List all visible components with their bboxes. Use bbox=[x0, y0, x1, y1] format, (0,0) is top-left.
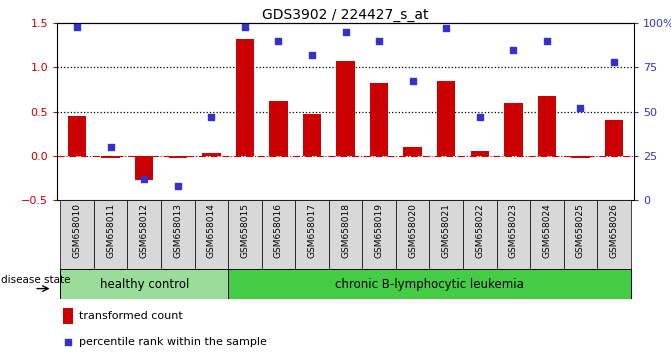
Text: transformed count: transformed count bbox=[79, 311, 183, 321]
Text: GSM658022: GSM658022 bbox=[475, 204, 484, 258]
Text: GSM658015: GSM658015 bbox=[240, 204, 250, 258]
Point bbox=[575, 105, 586, 111]
Bar bbox=[269, 101, 288, 156]
Point bbox=[105, 144, 116, 150]
Text: GSM658023: GSM658023 bbox=[509, 204, 518, 258]
Point bbox=[340, 29, 351, 35]
Text: GSM658010: GSM658010 bbox=[72, 204, 82, 258]
Point bbox=[72, 24, 83, 29]
Point bbox=[273, 38, 284, 44]
Point bbox=[374, 38, 384, 44]
FancyBboxPatch shape bbox=[597, 200, 631, 269]
Text: GSM658018: GSM658018 bbox=[341, 204, 350, 258]
Point bbox=[441, 25, 452, 31]
Text: chronic B-lymphocytic leukemia: chronic B-lymphocytic leukemia bbox=[335, 278, 524, 291]
Bar bbox=[135, 156, 154, 180]
Text: GSM658011: GSM658011 bbox=[106, 204, 115, 258]
FancyBboxPatch shape bbox=[60, 200, 94, 269]
Point bbox=[139, 176, 150, 182]
Text: GSM658026: GSM658026 bbox=[609, 204, 619, 258]
FancyBboxPatch shape bbox=[429, 200, 463, 269]
Text: GSM658025: GSM658025 bbox=[576, 204, 585, 258]
FancyBboxPatch shape bbox=[530, 200, 564, 269]
FancyBboxPatch shape bbox=[195, 200, 228, 269]
Title: GDS3902 / 224427_s_at: GDS3902 / 224427_s_at bbox=[262, 8, 429, 22]
Point bbox=[474, 114, 485, 120]
Point bbox=[541, 38, 552, 44]
Bar bbox=[236, 39, 254, 156]
Point bbox=[407, 79, 418, 84]
Text: GSM658013: GSM658013 bbox=[173, 204, 183, 258]
FancyBboxPatch shape bbox=[362, 200, 396, 269]
Text: GSM658024: GSM658024 bbox=[542, 204, 552, 258]
Point bbox=[62, 339, 73, 345]
Bar bbox=[336, 61, 355, 156]
Point bbox=[172, 183, 183, 189]
Bar bbox=[63, 308, 73, 324]
Point bbox=[508, 47, 519, 52]
Bar bbox=[470, 152, 489, 156]
Point bbox=[609, 59, 619, 65]
FancyBboxPatch shape bbox=[60, 269, 228, 299]
Point bbox=[240, 24, 250, 29]
Bar bbox=[101, 156, 120, 158]
Point bbox=[307, 52, 317, 58]
FancyBboxPatch shape bbox=[161, 200, 195, 269]
Bar bbox=[303, 114, 321, 156]
Bar bbox=[504, 103, 523, 156]
Text: GSM658016: GSM658016 bbox=[274, 204, 283, 258]
FancyBboxPatch shape bbox=[228, 200, 262, 269]
Bar bbox=[537, 96, 556, 156]
FancyBboxPatch shape bbox=[497, 200, 530, 269]
Text: healthy control: healthy control bbox=[99, 278, 189, 291]
Bar bbox=[605, 120, 623, 156]
FancyBboxPatch shape bbox=[228, 269, 631, 299]
Text: GSM658014: GSM658014 bbox=[207, 204, 216, 258]
Bar bbox=[403, 147, 422, 156]
FancyBboxPatch shape bbox=[94, 200, 127, 269]
Bar bbox=[370, 83, 389, 156]
Text: GSM658021: GSM658021 bbox=[442, 204, 451, 258]
FancyBboxPatch shape bbox=[329, 200, 362, 269]
Text: GSM658012: GSM658012 bbox=[140, 204, 149, 258]
Point bbox=[206, 114, 217, 120]
Bar bbox=[168, 156, 187, 158]
Bar bbox=[571, 156, 590, 158]
Text: percentile rank within the sample: percentile rank within the sample bbox=[79, 337, 267, 347]
Text: GSM658017: GSM658017 bbox=[307, 204, 317, 258]
FancyBboxPatch shape bbox=[295, 200, 329, 269]
Bar bbox=[437, 80, 456, 156]
Text: GSM658019: GSM658019 bbox=[374, 204, 384, 258]
FancyBboxPatch shape bbox=[564, 200, 597, 269]
Bar bbox=[68, 116, 87, 156]
FancyBboxPatch shape bbox=[127, 200, 161, 269]
Text: disease state: disease state bbox=[1, 275, 70, 285]
FancyBboxPatch shape bbox=[396, 200, 429, 269]
Bar bbox=[202, 153, 221, 156]
FancyBboxPatch shape bbox=[463, 200, 497, 269]
FancyBboxPatch shape bbox=[262, 200, 295, 269]
Text: GSM658020: GSM658020 bbox=[408, 204, 417, 258]
